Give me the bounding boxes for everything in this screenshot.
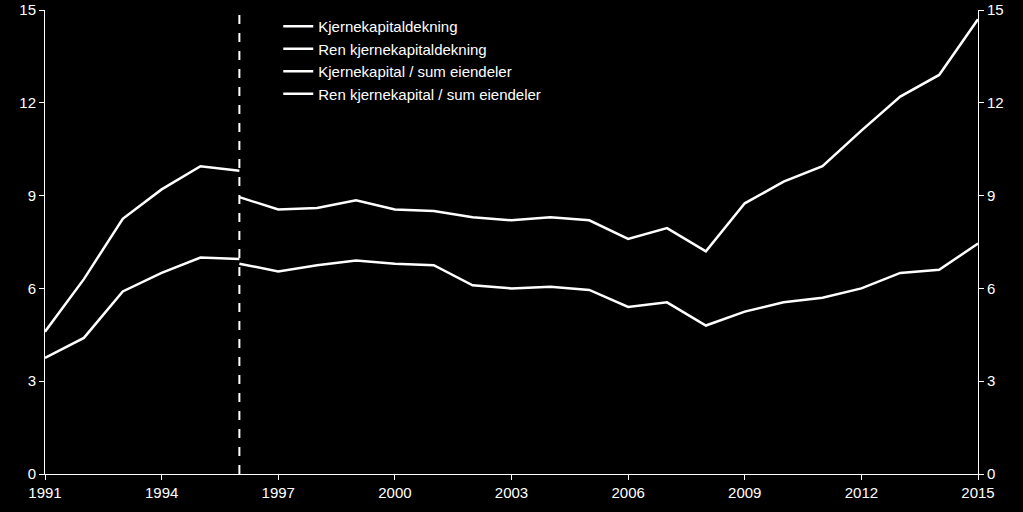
svg-text:12: 12 bbox=[987, 94, 1004, 111]
svg-text:Kjernekapitaldekning: Kjernekapitaldekning bbox=[318, 18, 457, 35]
svg-text:2003: 2003 bbox=[495, 484, 528, 501]
svg-text:Kjernekapital / sum eiendeler: Kjernekapital / sum eiendeler bbox=[318, 63, 511, 80]
svg-text:0: 0 bbox=[28, 465, 36, 482]
svg-text:3: 3 bbox=[28, 372, 36, 389]
svg-text:15: 15 bbox=[19, 1, 36, 18]
svg-text:2009: 2009 bbox=[728, 484, 761, 501]
svg-text:9: 9 bbox=[987, 187, 995, 204]
svg-text:1991: 1991 bbox=[28, 484, 61, 501]
svg-text:1994: 1994 bbox=[145, 484, 178, 501]
svg-text:0: 0 bbox=[987, 465, 995, 482]
svg-text:Ren kjernekapitaldekning: Ren kjernekapitaldekning bbox=[318, 41, 486, 58]
svg-text:12: 12 bbox=[19, 94, 36, 111]
svg-text:15: 15 bbox=[987, 1, 1004, 18]
svg-text:2000: 2000 bbox=[378, 484, 411, 501]
svg-text:6: 6 bbox=[987, 280, 995, 297]
svg-text:9: 9 bbox=[28, 187, 36, 204]
svg-text:3: 3 bbox=[987, 372, 995, 389]
svg-text:2012: 2012 bbox=[845, 484, 878, 501]
svg-text:2015: 2015 bbox=[961, 484, 994, 501]
svg-text:Ren kjernekapital / sum eiende: Ren kjernekapital / sum eiendeler bbox=[318, 86, 541, 103]
svg-text:6: 6 bbox=[28, 280, 36, 297]
svg-text:1997: 1997 bbox=[262, 484, 295, 501]
svg-text:2006: 2006 bbox=[611, 484, 644, 501]
